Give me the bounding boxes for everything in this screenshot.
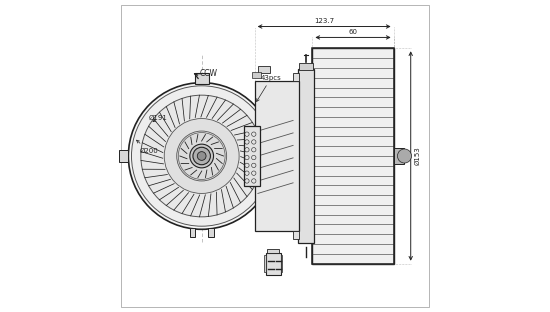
Circle shape — [398, 149, 411, 163]
Bar — [190, 228, 195, 237]
Bar — [394, 148, 404, 164]
Bar — [249, 134, 256, 178]
Bar — [293, 231, 299, 239]
Circle shape — [164, 119, 239, 193]
Text: 123.7: 123.7 — [314, 18, 334, 24]
Text: Ø200: Ø200 — [136, 140, 158, 154]
Bar — [258, 66, 270, 73]
Text: Ø191: Ø191 — [148, 115, 168, 122]
Bar — [312, 48, 394, 264]
Text: Ø153: Ø153 — [415, 147, 420, 165]
Bar — [208, 228, 213, 237]
Bar — [293, 73, 299, 81]
Circle shape — [141, 95, 262, 217]
Bar — [244, 126, 260, 186]
Bar — [195, 73, 208, 84]
Bar — [312, 48, 394, 264]
Circle shape — [190, 144, 213, 168]
Circle shape — [177, 131, 227, 181]
Bar — [266, 253, 280, 275]
Bar — [264, 255, 266, 272]
Text: 43pcs: 43pcs — [257, 75, 282, 101]
Bar — [251, 72, 261, 78]
Circle shape — [131, 86, 272, 226]
Bar — [119, 150, 128, 162]
Circle shape — [193, 147, 211, 165]
Text: CCW: CCW — [200, 69, 218, 78]
Text: 60: 60 — [349, 29, 358, 35]
Bar — [299, 69, 314, 243]
Bar — [299, 63, 313, 70]
Circle shape — [128, 83, 275, 229]
Circle shape — [197, 152, 206, 160]
Bar — [267, 249, 279, 253]
Bar — [255, 81, 299, 231]
FancyBboxPatch shape — [272, 122, 280, 190]
Bar — [280, 255, 283, 272]
